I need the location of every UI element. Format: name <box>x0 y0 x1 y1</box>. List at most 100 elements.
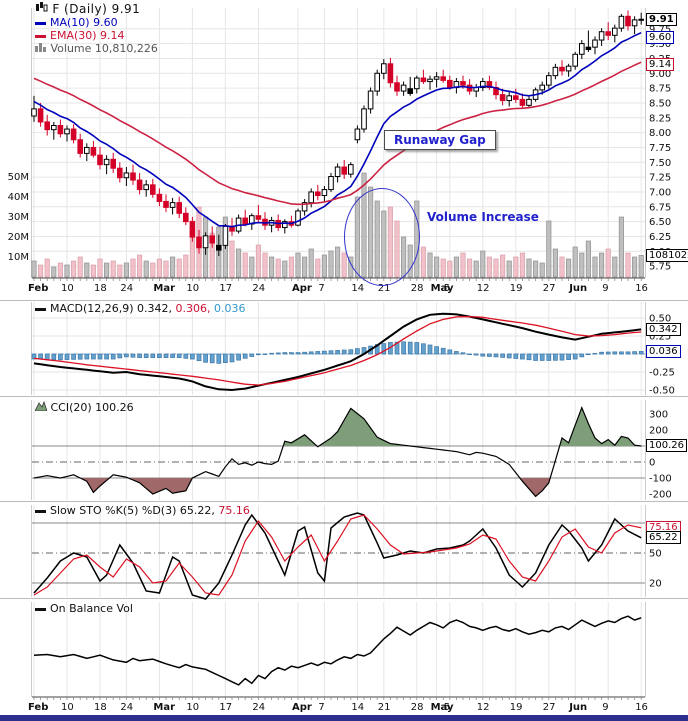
macd-hist-bar <box>302 351 307 355</box>
macd-hist-bar <box>427 344 433 355</box>
macd-hist-bar <box>493 353 499 358</box>
macd-hist-bar <box>599 351 604 355</box>
macd-hist-bar <box>242 353 248 359</box>
candle-body <box>51 124 57 131</box>
candle-body <box>374 72 380 92</box>
volume-bar <box>97 258 103 278</box>
candle-body <box>222 225 229 246</box>
macd-hist-bar <box>506 353 512 359</box>
macd-hist-bar <box>421 343 426 355</box>
macd-hist-bar <box>447 349 453 355</box>
candle-body <box>526 98 532 106</box>
macd-hist-bar <box>282 352 288 355</box>
macd-hist-bar <box>203 353 208 363</box>
macd-hist-bar <box>91 353 96 360</box>
cci-oversold-fill <box>128 478 193 494</box>
volume-bar <box>255 244 261 278</box>
price-tick-label: 7.00 <box>649 187 671 198</box>
macd-hist-bar <box>328 350 334 355</box>
macd-hist-bar <box>295 352 301 355</box>
x-tick-label-bottom: 12 <box>477 702 490 713</box>
volume-bar <box>143 260 149 278</box>
x-tick-label: 27 <box>543 283 556 294</box>
volume-bar <box>632 256 638 278</box>
volume-bar <box>467 258 473 278</box>
obv-line <box>33 615 642 686</box>
candle-body <box>295 210 301 226</box>
candle-body <box>308 191 314 204</box>
price-tick-label: 6.25 <box>649 232 671 243</box>
candle-body <box>315 191 321 197</box>
volume-bar <box>328 250 334 278</box>
candle-body <box>519 98 526 106</box>
candle-body <box>242 217 248 225</box>
candle-body <box>348 164 354 175</box>
volume-bar <box>302 256 308 278</box>
volume-bar <box>183 254 189 278</box>
macd-hist-bar <box>143 353 149 358</box>
macd-hist-bar <box>77 353 83 360</box>
x-tick-label-bottom: 17 <box>219 702 232 713</box>
volume-bar <box>480 250 486 278</box>
cci-oversold-fill <box>519 478 551 497</box>
candle-body <box>546 75 552 86</box>
macd-hist-bar <box>539 353 545 361</box>
volume-bar <box>104 262 110 278</box>
ma-value-tag: 9.60 <box>646 31 675 45</box>
x-tick-label-bottom: 14 <box>351 702 364 713</box>
volume-bar <box>447 260 453 278</box>
candle-body <box>110 158 117 169</box>
ema-line-icon <box>35 34 46 38</box>
volume-bar <box>77 256 83 278</box>
volume-bar <box>117 264 123 278</box>
macd-main-label: MACD(12,26,9) 0.342, <box>50 302 173 315</box>
macd-hist-bar <box>190 353 195 360</box>
price-tick-label: 7.50 <box>649 158 671 169</box>
ma-label: MA(10) 9.60 <box>50 16 118 29</box>
runaway-gap-annotation: Runaway Gap <box>384 130 496 150</box>
volume-bar <box>242 252 248 278</box>
last-price-tag: 9.91 <box>646 12 677 26</box>
volume-bar <box>249 256 255 278</box>
macd-hist-bar <box>586 353 591 356</box>
candle-body <box>354 128 361 141</box>
macd-hist-bar <box>269 352 274 355</box>
candle-body <box>31 108 37 117</box>
macd-tick-label: -0.50 <box>649 386 675 397</box>
x-tick-label: Feb <box>28 283 48 294</box>
volume-bar <box>526 258 532 278</box>
macd-hist-bar <box>579 353 585 358</box>
macd-hist-bar <box>381 343 387 355</box>
cci-overbought-fill <box>559 407 642 446</box>
x-tick-label-bottom: 28 <box>411 702 424 713</box>
x-tick-label: 19 <box>510 283 523 294</box>
x-tick-label: 18 <box>94 283 107 294</box>
volume-bar <box>31 260 37 278</box>
ma10-line <box>33 31 642 228</box>
macd-hist-bar <box>553 353 558 361</box>
volume-bar <box>275 258 281 278</box>
x-tick-label-bottom: Mar <box>153 702 175 713</box>
x-tick-label-bottom: Jun <box>568 702 587 713</box>
volume-bar <box>572 246 578 278</box>
volume-bar <box>539 262 545 278</box>
candle-body <box>605 31 612 36</box>
x-tick-label-bottom: 19 <box>510 702 523 713</box>
cci-tick-label: 300 <box>649 410 668 421</box>
price-tick-label: 9.50 <box>649 39 671 50</box>
candle-body <box>367 90 374 110</box>
obv-line-icon <box>35 607 46 611</box>
macd-hist-bar <box>44 353 50 360</box>
price-tick-label: 8.25 <box>649 113 671 124</box>
candle-body <box>539 84 546 91</box>
macd-value-tag: 0.342 <box>646 322 681 336</box>
macd-hist-bar <box>533 353 538 361</box>
candle-body <box>176 202 182 214</box>
x-tick-label-bottom: 16 <box>635 702 648 713</box>
volume-bar <box>335 246 341 278</box>
candle-body <box>103 158 110 166</box>
volume-bar <box>229 240 235 278</box>
volume-bar <box>513 256 519 278</box>
candle-body <box>394 82 400 92</box>
candle-body <box>183 212 189 223</box>
